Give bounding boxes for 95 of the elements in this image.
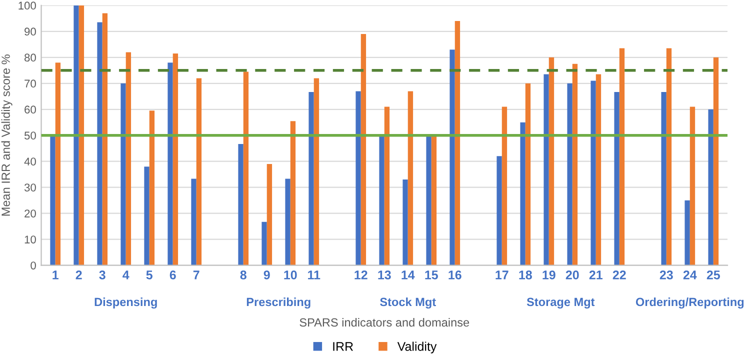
bar — [290, 121, 296, 266]
x-tick-label: 6 — [170, 270, 176, 280]
y-tick-label: 40 — [24, 158, 36, 166]
y-tick-label: 100 — [18, 2, 36, 10]
bar — [55, 62, 61, 266]
bar — [450, 50, 455, 266]
x-axis-title: SPARS indicators and domainse — [300, 318, 470, 327]
text: Dispensing — [94, 297, 157, 309]
y-tick-label: 80 — [24, 54, 36, 62]
bar — [50, 135, 56, 266]
y-tick-label: 30 — [24, 184, 36, 192]
y-tick-label: 10 — [24, 236, 36, 244]
bar — [619, 48, 625, 266]
bar — [191, 178, 196, 266]
x-tick-label: 20 — [566, 270, 579, 280]
bar — [708, 109, 714, 266]
bar — [567, 83, 572, 266]
y-tick-label: 70 — [24, 80, 36, 88]
legend-label: IRR — [333, 342, 353, 351]
x-tick-label: 10 — [284, 270, 297, 280]
bar — [690, 106, 696, 266]
x-tick-label: 22 — [612, 270, 626, 280]
x-tick-label: 21 — [589, 270, 602, 280]
bar — [243, 72, 249, 266]
bar — [384, 106, 390, 266]
x-tick-label: 16 — [448, 270, 462, 280]
x-tick-label: 12 — [354, 270, 368, 280]
x-tick-label: 24 — [683, 270, 697, 280]
bar — [502, 106, 508, 266]
bar — [431, 135, 437, 266]
bar — [596, 74, 602, 266]
bar — [614, 92, 620, 266]
x-tick-label: 3 — [99, 270, 106, 280]
bar — [74, 5, 79, 266]
x-tick-label: 15 — [425, 270, 438, 280]
text: Stock Mgt — [380, 297, 436, 309]
x-tick-label: 5 — [146, 270, 152, 280]
x-tick-label: 11 — [308, 270, 320, 280]
x-tick-label: 4 — [122, 270, 130, 280]
bar — [149, 110, 155, 266]
bar — [379, 135, 384, 266]
y-tick-label: 50 — [24, 132, 36, 140]
y-tick-label: 90 — [24, 28, 36, 36]
x-tick-label: 8 — [240, 270, 246, 280]
bar — [285, 178, 290, 266]
bar — [102, 13, 108, 266]
bar — [168, 62, 173, 266]
bar — [713, 57, 719, 266]
bar — [548, 57, 554, 266]
bar — [661, 92, 666, 266]
bar — [262, 222, 267, 266]
bar — [97, 22, 102, 266]
x-tick-label: 14 — [402, 270, 415, 280]
bar — [196, 78, 202, 266]
x-tick-label: 17 — [496, 270, 508, 280]
x-tick-label: 9 — [264, 270, 270, 280]
x-tick-label: 23 — [660, 270, 673, 280]
x-tick-label: 7 — [193, 270, 200, 280]
bar — [360, 34, 366, 266]
text: Prescribing — [246, 297, 310, 309]
bar — [496, 156, 502, 266]
x-tick-label: 1 — [52, 270, 58, 280]
bar — [266, 164, 272, 266]
bar — [78, 5, 84, 266]
text: Ordering/Reporting — [636, 297, 744, 309]
bar — [684, 200, 690, 266]
bar — [520, 122, 526, 266]
x-tick-label: 18 — [519, 270, 532, 280]
y-tick-label: 60 — [24, 106, 36, 114]
x-tick-label: 13 — [378, 270, 391, 280]
bar — [454, 21, 460, 266]
bar — [238, 144, 244, 266]
bar — [356, 91, 361, 266]
bar — [308, 92, 314, 266]
bar — [572, 64, 578, 266]
legend-label: Validity — [397, 342, 437, 354]
bar — [666, 48, 672, 266]
x-tick-label: 19 — [542, 270, 556, 280]
y-axis-title: Mean IRR and Validity score % — [1, 54, 12, 216]
bar — [525, 83, 531, 266]
x-tick-label: 25 — [706, 270, 720, 280]
bar — [544, 74, 549, 266]
y-tick-label: 0 — [30, 262, 36, 270]
bar — [402, 180, 408, 266]
bar — [408, 91, 414, 266]
bar — [172, 54, 178, 266]
bar — [144, 166, 150, 266]
x-tick-label: 2 — [76, 270, 82, 280]
y-tick-label: 20 — [24, 210, 36, 218]
bar — [590, 80, 596, 266]
bar — [426, 135, 432, 266]
text: Storage Mgt — [526, 298, 595, 309]
bar — [120, 83, 126, 266]
bar — [126, 52, 132, 266]
bar — [314, 78, 320, 266]
